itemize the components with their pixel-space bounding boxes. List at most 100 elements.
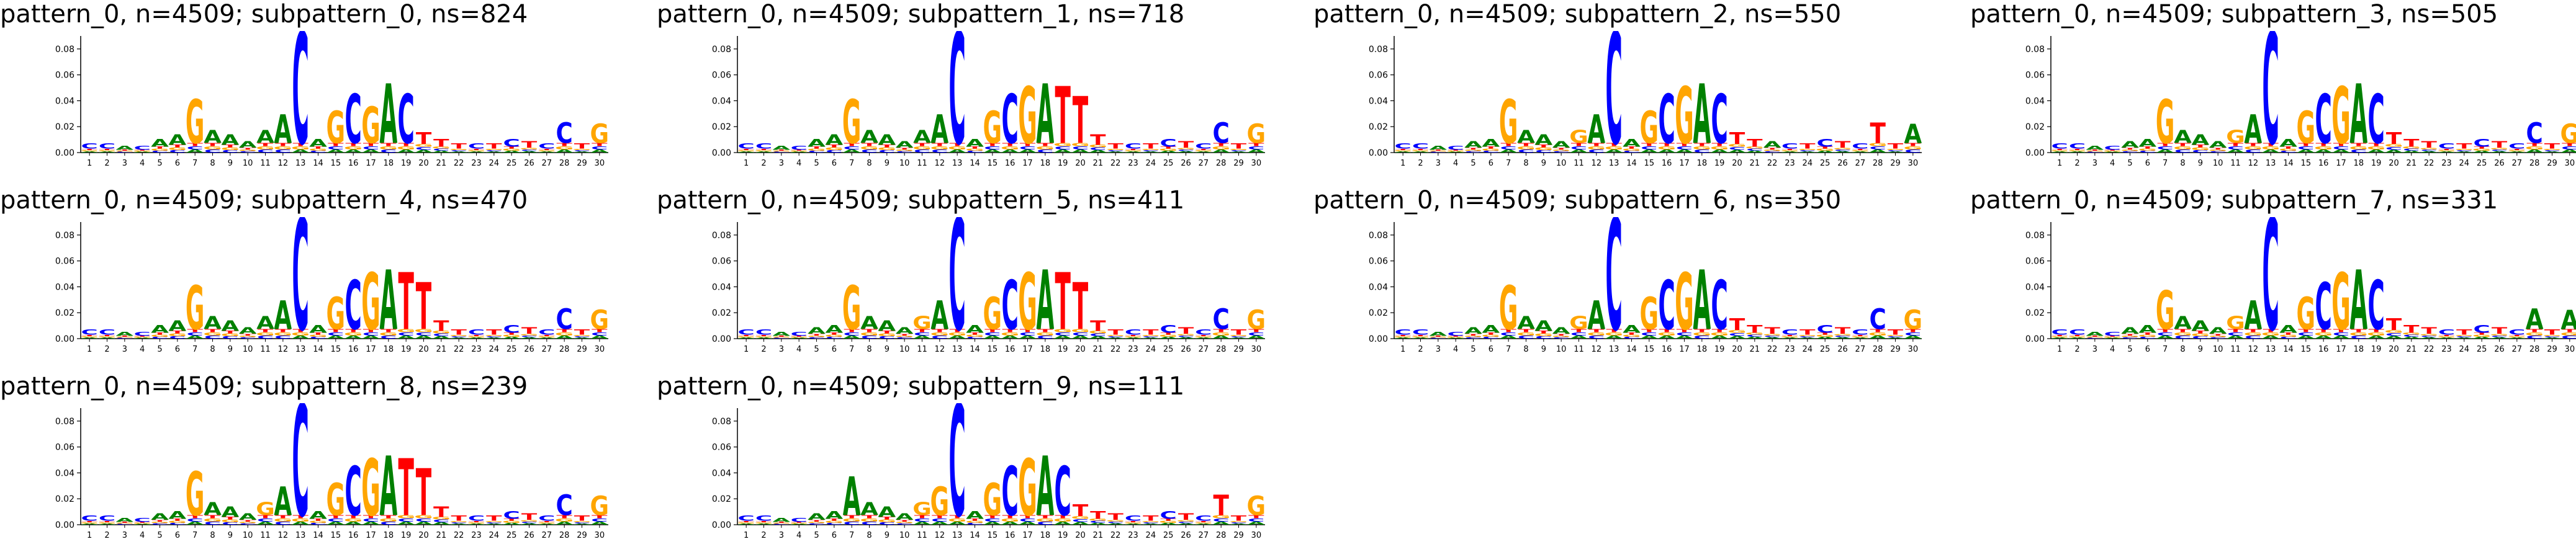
logo-letter: T (896, 334, 912, 336)
logo-letter: C (984, 517, 1001, 522)
logo-letter: C (1055, 331, 1071, 336)
panel-title: pattern_0, n=4509; subpattern_5, ns=411 (657, 186, 1185, 215)
logo-letter: G (308, 148, 328, 151)
x-tick-label: 11 (2230, 345, 2241, 354)
logo-letter: T (2526, 328, 2542, 333)
y-tick-label: 0.08 (1369, 231, 1388, 241)
x-tick-label: 11 (260, 345, 271, 354)
logo-letter: G (930, 479, 950, 525)
logo-letter: T (1799, 328, 1816, 336)
x-tick-label: 11 (917, 345, 927, 354)
x-tick-label: 14 (970, 531, 980, 540)
logo-letter: A (2068, 151, 2087, 153)
logo-letter: C (878, 522, 895, 526)
logo-letter: A (1071, 521, 1089, 525)
logo-letter: C (1037, 521, 1053, 526)
logo-letter: A (1711, 335, 1729, 340)
logo-letter: A (503, 522, 521, 525)
x-tick-label: 19 (1058, 345, 1068, 354)
logo-letter: G (238, 521, 258, 523)
logo-letter: A (1447, 151, 1466, 153)
logo-letter: C (1125, 142, 1142, 150)
logo-letter: T (2439, 334, 2454, 336)
logo-letter: A (860, 127, 878, 148)
logo-letter: A (1230, 151, 1248, 153)
logo-letter: A (1500, 149, 1518, 154)
logo-letter: G (1176, 334, 1196, 336)
logo-letter: C (1089, 520, 1106, 523)
logo-letter: C (2368, 267, 2385, 345)
logo-letter: A (485, 523, 503, 525)
logo-letter: C (826, 522, 842, 525)
logo-letter: G (502, 520, 521, 523)
logo-letter: A (1394, 151, 1413, 153)
logo-letter: T (328, 328, 344, 333)
logo-letter: A (81, 523, 99, 525)
logo-letter: G (2437, 336, 2456, 337)
logo-letter: G (361, 257, 381, 347)
panel-title: pattern_0, n=4509; subpattern_3, ns=505 (1970, 0, 2498, 29)
x-tick-label: 6 (2145, 159, 2150, 168)
logo-letter: C (2069, 328, 2086, 336)
logo-letter: G (1229, 148, 1248, 150)
logo-letter: G (520, 334, 539, 336)
logo-letter: C (2561, 335, 2576, 340)
logo-letter: C (1606, 31, 1623, 174)
logo-letter: A (1412, 151, 1430, 153)
logo-letter: G (485, 334, 504, 336)
logo-letter: G (502, 334, 521, 337)
logo-letter: A (1886, 337, 1905, 339)
logo-letter: T (328, 514, 344, 519)
logo-letter: G (344, 331, 363, 336)
logo-letter: C (1781, 328, 1798, 336)
logo-letter: C (151, 150, 168, 153)
logo-letter: A (1745, 150, 1764, 153)
logo-letter: T (521, 140, 538, 150)
logo-letter: C (81, 328, 98, 336)
x-tick-label: 10 (2213, 159, 2223, 168)
x-tick-label: 20 (418, 159, 429, 168)
logo-letter: C (2368, 81, 2385, 159)
logo-letter: T (844, 514, 860, 519)
logo-letter: C (2174, 335, 2191, 340)
x-tick-label: 26 (524, 345, 534, 354)
logo-letter: G (983, 288, 1002, 340)
logo-letter: C (380, 335, 397, 340)
logo-letter: C (556, 117, 573, 150)
logo-letter: T (381, 328, 397, 333)
logo-panel: pattern_0, n=4509; subpattern_6, ns=350 0… (1313, 186, 1953, 366)
logo-letter: C (2456, 336, 2472, 337)
y-tick-label: 0.00 (1369, 148, 1388, 158)
panel-title: pattern_0, n=4509; subpattern_0, ns=824 (0, 0, 528, 29)
logo-letter: C (1125, 328, 1142, 336)
logo-letter: T (2104, 149, 2120, 151)
logo-letter: C (1764, 335, 1781, 337)
x-tick-label: 16 (1662, 159, 1672, 168)
logo-letter: T (2333, 142, 2349, 147)
logo-letter: C (468, 514, 485, 522)
logo-letter: A (2349, 67, 2367, 162)
logo-letter: T (2403, 137, 2420, 149)
logo-letter: G (895, 149, 914, 151)
x-tick-label: 21 (1750, 345, 1760, 354)
logo-letter: A (790, 523, 809, 525)
logo-letter: C (826, 336, 842, 339)
logo-letter: G (308, 334, 328, 337)
logo-letter: C (1465, 151, 1482, 153)
logo-letter: T (1711, 142, 1727, 147)
logo-letter: T (2492, 326, 2508, 336)
logo-letter: A (2227, 149, 2245, 154)
x-tick-label: 19 (1058, 531, 1068, 540)
logo-letter: C (2297, 331, 2314, 336)
x-tick-label: 23 (1128, 345, 1138, 354)
logo-letter: G (133, 523, 152, 524)
logo-letter: C (257, 335, 274, 340)
x-tick-label: 3 (122, 531, 127, 540)
logo-letter: C (2508, 328, 2525, 336)
logo-letter: T (240, 520, 255, 522)
x-tick-label: 21 (2407, 159, 2417, 168)
logo-letter: C (755, 142, 772, 150)
logo-letter: A (2174, 313, 2192, 334)
logo-letter: T (1694, 328, 1710, 333)
x-tick-label: 2 (2074, 345, 2079, 354)
